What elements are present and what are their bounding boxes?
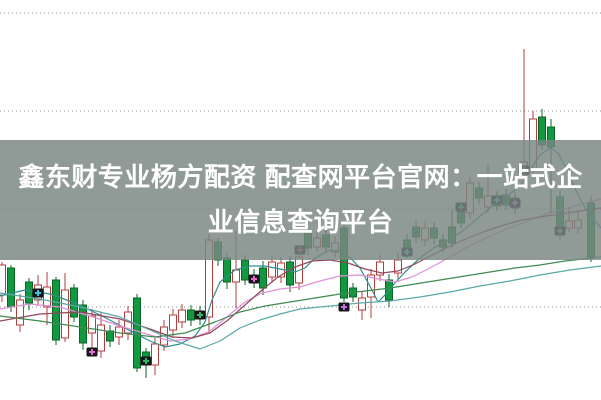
banner-title-line1: 鑫东财专业杨方配资 配查网平台官网：一站式企 xyxy=(18,162,583,192)
banner-title-line2: 业信息查询平台 xyxy=(207,207,394,237)
overlay-banner: 鑫东财专业杨方配资 配查网平台官网：一站式企 业信息查询平台 xyxy=(0,140,601,260)
